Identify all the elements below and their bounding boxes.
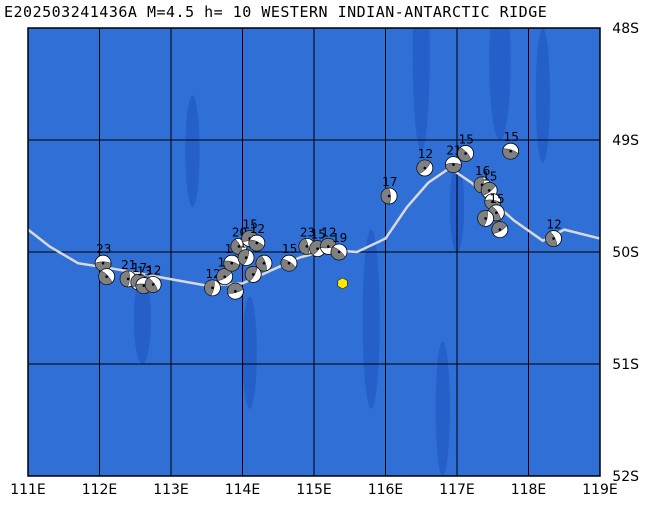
- longitude-label: 118E: [511, 482, 547, 498]
- beachball: 12: [204, 267, 221, 297]
- event-location-marker: [337, 277, 348, 290]
- beachball: 21: [445, 144, 462, 174]
- beachball: 23: [298, 225, 316, 255]
- longitude-label: 116E: [368, 482, 404, 498]
- depth-label: 13: [137, 265, 152, 279]
- beachball: 12: [416, 147, 434, 177]
- latitude-label: 50S: [612, 245, 639, 261]
- beachball: 19: [330, 231, 348, 261]
- longitude-label: 113E: [153, 482, 189, 498]
- beachball: 17: [380, 175, 398, 205]
- latitude-label: 49S: [612, 133, 639, 149]
- depth-label: 12: [418, 147, 433, 161]
- beachball: [255, 254, 273, 272]
- depth-label: 23: [300, 225, 315, 239]
- longitude-label: 117E: [439, 482, 475, 498]
- depth-label: 21: [121, 258, 136, 272]
- depth-label: 12: [250, 222, 265, 236]
- depth-label: 12: [321, 225, 336, 239]
- depth-label: 15: [243, 218, 258, 232]
- longitude-label: 115E: [296, 482, 332, 498]
- bathymetry-streak: [412, 28, 430, 152]
- bathymetry-streak: [489, 28, 511, 140]
- ridge-line: [27, 166, 601, 287]
- longitude-label: 112E: [82, 482, 118, 498]
- latitude-label: 51S: [612, 357, 639, 373]
- depth-label: 15: [504, 130, 519, 144]
- beachball: 12: [248, 222, 266, 252]
- depth-label: 23: [96, 242, 111, 256]
- beachball: 15: [502, 130, 520, 160]
- latitude-labels: 48S 49S 50S 51S 52S: [612, 21, 639, 485]
- beachball: 12: [545, 218, 562, 247]
- bathymetry-streak: [242, 296, 257, 409]
- depth-label: 15: [482, 169, 497, 183]
- beachball: 15: [457, 132, 474, 162]
- bathymetry-shading: [133, 28, 550, 476]
- beachball: 12: [144, 263, 162, 293]
- latitude-label: 52S: [612, 469, 639, 485]
- depth-label: 15: [311, 228, 326, 242]
- map-title: E202503241436A M=4.5 h= 10 WESTERN INDIA…: [4, 3, 548, 21]
- latitude-label: 48S: [612, 21, 639, 37]
- depth-label: 15: [282, 242, 297, 256]
- beachball: 15: [487, 192, 505, 222]
- beachball: [477, 209, 495, 227]
- depth-label: 19: [332, 231, 347, 245]
- bathymetry-streak: [435, 341, 450, 476]
- longitude-label: 114E: [225, 482, 261, 498]
- longitude-label: 111E: [10, 482, 46, 498]
- beachball: [98, 268, 116, 286]
- focal-mechanism-layer: 2321171312121517201715121523151219171221…: [94, 130, 562, 300]
- bathymetry-streak: [185, 95, 200, 208]
- bathymetry-streak: [535, 28, 550, 163]
- map-frame: [27, 27, 601, 477]
- depth-label: 15: [489, 192, 504, 206]
- longitude-labels: 111E 112E 113E 114E 115E 116E 117E 118E 119E: [10, 482, 618, 498]
- depth-label: 17: [132, 261, 147, 275]
- beachball: [244, 265, 262, 283]
- depth-label: 17: [382, 175, 397, 189]
- depth-label: 12: [146, 263, 161, 277]
- beachball: [226, 282, 244, 300]
- bathymetry-streak: [133, 274, 151, 365]
- depth-label: 12: [547, 218, 562, 232]
- longitude-label: 119E: [582, 482, 618, 498]
- depth-label: 15: [459, 132, 474, 146]
- depth-label: 16: [475, 164, 490, 178]
- bathymetry-streak: [362, 229, 380, 409]
- beachball: 15: [280, 242, 298, 272]
- beachball: [491, 221, 509, 239]
- beachball: 16: [473, 164, 491, 194]
